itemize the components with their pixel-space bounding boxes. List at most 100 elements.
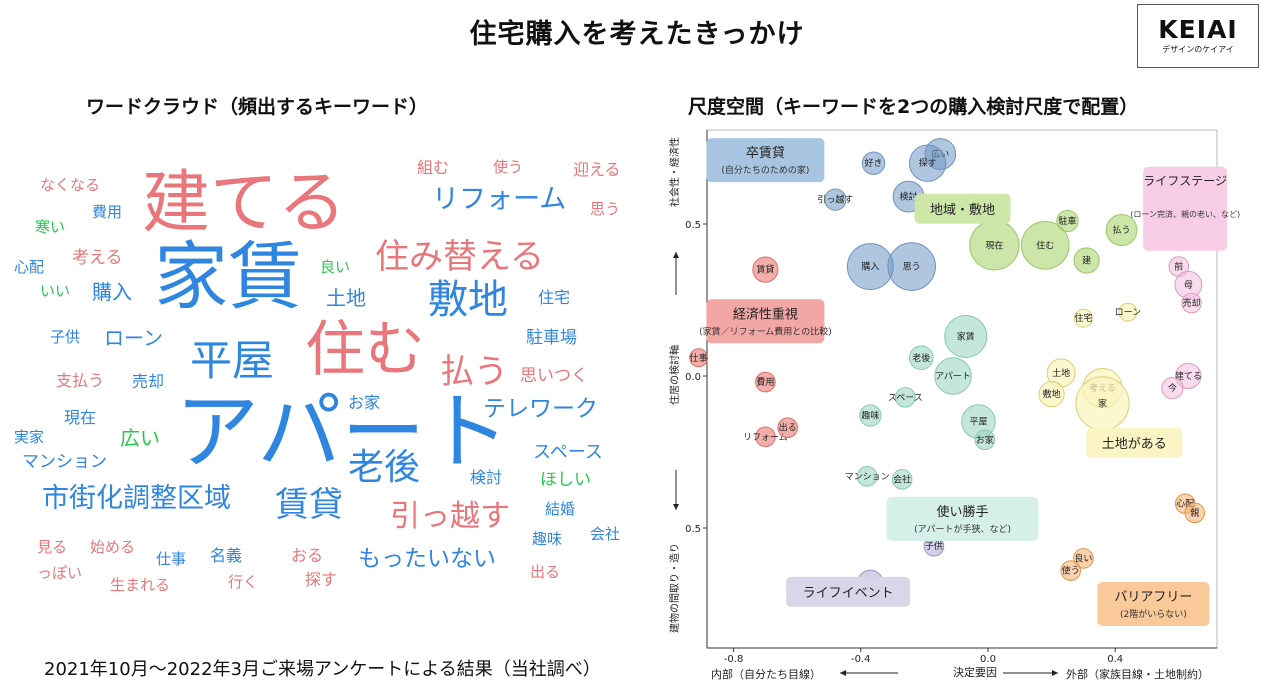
cloud-word: 家賃 [154, 234, 302, 320]
bubble [777, 417, 798, 438]
x-tick-label: -0.8 [724, 654, 744, 665]
cloud-word: お家 [348, 393, 381, 412]
cloud-word: リフォーム [432, 184, 567, 215]
cloud-word: 払う [440, 352, 508, 392]
bubble-label: お家 [976, 434, 994, 446]
bubble [755, 371, 776, 393]
group-sublabel: (アパートが手狭、など) [914, 523, 1011, 535]
bubble-label: 引っ越す [817, 194, 853, 206]
y-arrow-up-head [673, 252, 679, 258]
bubble [689, 348, 709, 368]
bubble-label: 心配 [1176, 499, 1194, 510]
bubble-label: 好き [865, 157, 883, 169]
cloud-word: 土地 [326, 286, 366, 310]
bubble [1105, 214, 1138, 246]
bubble-label: 住宅 [1074, 312, 1092, 324]
bubble-label: 前 [1174, 261, 1183, 273]
word-cloud: 建てる 家賃 アパート 住む 平屋 住み替える 敷地 払う 老後 賃貸 引っ越す 市街化調整区域 リフォ… [0, 130, 660, 630]
cloud-word: いい [40, 282, 71, 300]
bubble [1073, 247, 1100, 274]
bubble [1020, 220, 1070, 270]
brand-logo: KEIAI デザインのケイアイ [1137, 4, 1259, 68]
cloud-word: 行く [228, 573, 259, 591]
bubble [755, 426, 776, 448]
cloud-word: 敷地 [428, 277, 508, 323]
bubble-label: 出る [779, 422, 797, 434]
y-bottom-label: 建物の間取り・造り [668, 543, 681, 633]
cloud-word: 見る [37, 538, 68, 556]
cloud-word: もったいない [358, 546, 496, 572]
bubble-label: 探す [919, 157, 937, 169]
cloud-word: 思う [590, 200, 621, 218]
cloud-word: 支払う [56, 371, 105, 390]
bubble [1118, 302, 1138, 322]
bubble [1056, 209, 1079, 233]
group-sublabel: (自分たちのための家) [721, 164, 809, 176]
bubble-label: マンション [845, 472, 890, 482]
bubble [887, 242, 936, 291]
bubble-label: 仕事 [690, 352, 708, 364]
group-label: 地域・敷地 [930, 203, 995, 218]
bubble [1161, 377, 1184, 400]
x-right-label: 外部（家族目線・土地制約） [1066, 667, 1209, 681]
bubble [1060, 560, 1081, 581]
group-label: ライフステージ [1143, 174, 1227, 188]
bubble [824, 188, 847, 211]
x-left-label: 内部（自分たち目線） [711, 667, 821, 681]
bubble-label: 親 [1190, 507, 1199, 519]
group-label: 使い勝手 [937, 504, 989, 520]
cloud-word: マンション [22, 452, 107, 472]
cloud-word: ほしい [540, 470, 591, 490]
bubble [861, 151, 886, 175]
bubble-label: ローン [1115, 308, 1142, 318]
cloud-word: 始める [90, 538, 136, 556]
cloud-word: 購入 [92, 280, 132, 304]
bubble-label: 検討 [899, 191, 917, 203]
cloud-word: 駐車場 [526, 328, 577, 348]
y-tick-label: 0.0 [685, 372, 701, 383]
cloud-word: 考える [72, 248, 123, 268]
bubble-label: 売却 [1183, 297, 1201, 309]
cloud-word: ローン [104, 326, 163, 350]
wordcloud-title: ワードクラウド（頻出するキーワード） [86, 96, 429, 118]
bubble [1073, 308, 1093, 328]
bubble-label: 家賃 [957, 330, 975, 342]
bubble-label: 敷地 [1043, 388, 1061, 400]
cloud-word: 売却 [132, 372, 165, 391]
group-label: 経済性重視 [733, 306, 798, 322]
bubble-label: 使う [1062, 565, 1080, 577]
cloud-word: テレワーク [483, 396, 598, 422]
bubble [1184, 502, 1205, 524]
group-sublabel: (家賃／リフォーム費用との比較) [699, 325, 832, 337]
bubble-label: 趣味 [861, 410, 879, 422]
bubble-label: スペース [888, 393, 923, 403]
cloud-word: 検討 [470, 468, 503, 487]
bubble [908, 144, 947, 182]
cloud-word: っぽい [37, 564, 83, 582]
bubble-label: 母 [1184, 280, 1193, 291]
bubble [856, 466, 878, 487]
y-tick-label: 0.5 [685, 220, 701, 231]
bubble [895, 386, 916, 408]
cloud-word: 出る [530, 563, 561, 581]
bubble-label: 土地 [1052, 367, 1070, 379]
bubble [859, 404, 882, 427]
cloud-word: なくなる [40, 176, 101, 194]
cloud-word: 心配 [14, 258, 45, 276]
cloud-word: 迎える [573, 160, 621, 179]
bubble-label: 子供 [925, 540, 943, 552]
group-box [1086, 427, 1183, 458]
bubble-label: 賃貸 [756, 264, 774, 276]
cloud-word: 費用 [92, 203, 123, 221]
bubble-label: 会社 [893, 473, 911, 485]
bubble-label: 費用 [756, 376, 774, 388]
bubble [934, 357, 972, 395]
group-box [706, 138, 825, 183]
bubble-label: 現在 [985, 239, 1003, 251]
group-box [1143, 166, 1228, 251]
logo-subtext: デザインのケイアイ [1162, 45, 1234, 54]
cloud-word: 結婚 [545, 500, 576, 518]
cloud-word: 建てる [142, 164, 347, 243]
cloud-word: アパート [175, 383, 510, 481]
